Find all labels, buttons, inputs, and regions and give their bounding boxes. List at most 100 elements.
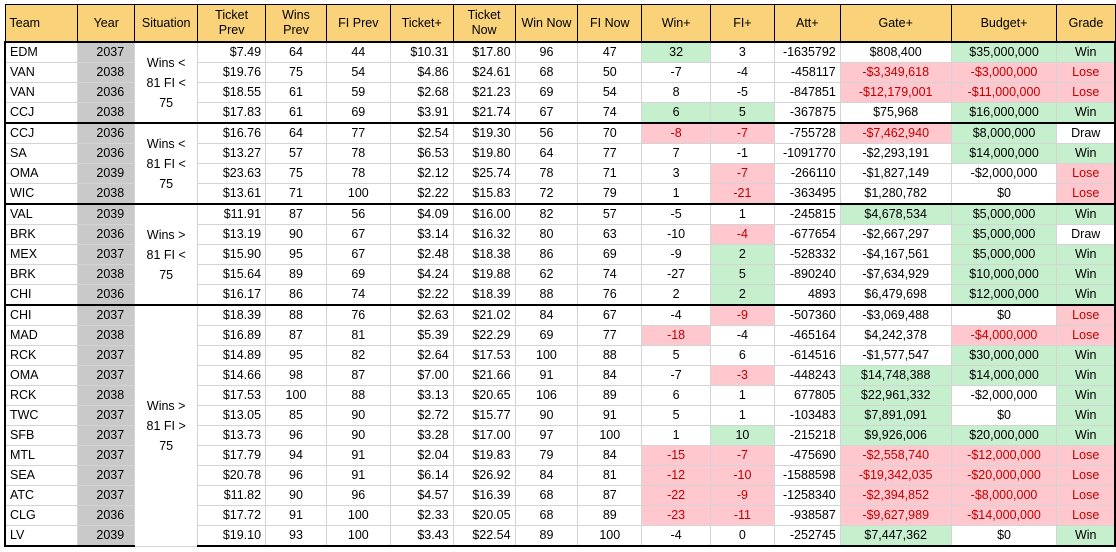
ticket-plus-cell[interactable]: $6.53 <box>389 143 454 164</box>
budget-plus-cell[interactable]: -$12,000,000 <box>950 445 1058 466</box>
fi-prev-cell[interactable]: 44 <box>325 41 391 63</box>
fi-prev-cell[interactable]: 91 <box>325 445 391 466</box>
ticket-now-cell[interactable]: $18.39 <box>452 284 516 306</box>
year-cell[interactable]: 2038 <box>77 325 136 346</box>
team-cell[interactable]: CCJ <box>4 122 79 144</box>
ticket-now-cell[interactable]: $21.66 <box>452 365 516 386</box>
wins-prev-cell[interactable]: 57 <box>265 143 327 164</box>
ticket-prev-cell[interactable]: $13.19 <box>197 224 267 245</box>
win-plus-cell[interactable]: -5 <box>641 203 712 225</box>
grade-cell[interactable]: Win <box>1056 425 1116 446</box>
fi-plus-cell[interactable]: 5 <box>710 264 775 285</box>
fi-now-cell[interactable]: 100 <box>577 425 643 446</box>
ticket-plus-cell[interactable]: $7.00 <box>389 365 454 386</box>
win-plus-cell[interactable]: 5 <box>641 405 712 426</box>
team-cell[interactable]: MAD <box>4 325 79 346</box>
fi-plus-cell[interactable]: -3 <box>710 365 775 386</box>
win-now-cell[interactable]: 90 <box>514 405 579 426</box>
team-cell[interactable]: VAN <box>4 62 79 83</box>
fi-plus-cell[interactable]: -4 <box>710 62 775 83</box>
ticket-prev-cell[interactable]: $16.89 <box>197 325 267 346</box>
fi-plus-cell[interactable]: 1 <box>710 203 775 225</box>
fi-now-cell[interactable]: 47 <box>577 41 643 63</box>
att-plus-cell[interactable]: -367875 <box>773 102 841 124</box>
grade-cell[interactable]: Win <box>1056 102 1116 124</box>
ticket-prev-cell[interactable]: $13.61 <box>197 183 267 205</box>
att-plus-cell[interactable]: -938587 <box>773 505 841 526</box>
grade-cell[interactable]: Win <box>1056 41 1116 63</box>
wins-prev-cell[interactable]: 95 <box>265 244 327 265</box>
ticket-prev-cell[interactable]: $20.78 <box>197 465 267 486</box>
year-cell[interactable]: 2039 <box>77 525 136 547</box>
ticket-plus-cell[interactable]: $2.72 <box>389 405 454 426</box>
ticket-plus-cell[interactable]: $2.63 <box>389 304 454 326</box>
wins-prev-cell[interactable]: 93 <box>265 525 327 547</box>
ticket-prev-cell[interactable]: $17.53 <box>197 385 267 406</box>
year-cell[interactable]: 2038 <box>77 62 136 83</box>
year-cell[interactable]: 2038 <box>77 102 136 124</box>
gate-plus-cell[interactable]: $75,968 <box>839 102 952 124</box>
win-plus-cell[interactable]: -4 <box>641 525 712 547</box>
ticket-prev-cell[interactable]: $18.55 <box>197 82 267 103</box>
header-win-now[interactable]: Win Now <box>514 4 579 43</box>
fi-now-cell[interactable]: 69 <box>577 244 643 265</box>
win-plus-cell[interactable]: -15 <box>641 445 712 466</box>
wins-prev-cell[interactable]: 96 <box>265 465 327 486</box>
fi-now-cell[interactable]: 84 <box>577 365 643 386</box>
header-fi-prev[interactable]: FI Prev <box>325 4 391 43</box>
year-cell[interactable]: 2039 <box>77 203 136 225</box>
win-plus-cell[interactable]: -22 <box>641 485 712 506</box>
ticket-prev-cell[interactable]: $14.66 <box>197 365 267 386</box>
fi-plus-cell[interactable]: 3 <box>710 41 775 63</box>
header-wins-prev[interactable]: Wins Prev <box>265 4 327 43</box>
fi-plus-cell[interactable]: -5 <box>710 82 775 103</box>
ticket-prev-cell[interactable]: $19.10 <box>197 525 267 547</box>
att-plus-cell[interactable]: 4893 <box>773 284 841 306</box>
gate-plus-cell[interactable]: $9,926,006 <box>839 425 952 446</box>
fi-now-cell[interactable]: 77 <box>577 143 643 164</box>
wins-prev-cell[interactable]: 90 <box>265 485 327 506</box>
win-now-cell[interactable]: 67 <box>514 102 579 124</box>
team-cell[interactable]: CHI <box>4 284 79 306</box>
grade-cell[interactable]: Win <box>1056 525 1116 547</box>
wins-prev-cell[interactable]: 87 <box>265 325 327 346</box>
grade-cell[interactable]: Lose <box>1056 163 1116 184</box>
team-cell[interactable]: WIC <box>4 183 79 205</box>
fi-now-cell[interactable]: 77 <box>577 325 643 346</box>
gate-plus-cell[interactable]: -$2,667,297 <box>839 224 952 245</box>
ticket-prev-cell[interactable]: $17.72 <box>197 505 267 526</box>
header-budget-plus[interactable]: Budget+ <box>950 4 1058 43</box>
win-now-cell[interactable]: 79 <box>514 445 579 466</box>
wins-prev-cell[interactable]: 96 <box>265 425 327 446</box>
grade-cell[interactable]: Win <box>1056 284 1116 306</box>
win-now-cell[interactable]: 96 <box>514 41 579 63</box>
grade-cell[interactable]: Lose <box>1056 304 1116 326</box>
year-cell[interactable]: 2036 <box>77 143 136 164</box>
header-fi-plus[interactable]: FI+ <box>710 4 775 43</box>
ticket-plus-cell[interactable]: $2.22 <box>389 284 454 306</box>
budget-plus-cell[interactable]: $0 <box>950 304 1058 326</box>
att-plus-cell[interactable]: -507360 <box>773 304 841 326</box>
ticket-now-cell[interactable]: $22.54 <box>452 525 516 547</box>
att-plus-cell[interactable]: -266110 <box>773 163 841 184</box>
header-team[interactable]: Team <box>4 4 79 43</box>
gate-plus-cell[interactable]: $7,447,362 <box>839 525 952 547</box>
ticket-plus-cell[interactable]: $2.68 <box>389 82 454 103</box>
budget-plus-cell[interactable]: $10,000,000 <box>950 264 1058 285</box>
team-cell[interactable]: ATC <box>4 485 79 506</box>
budget-plus-cell[interactable]: $5,000,000 <box>950 244 1058 265</box>
gate-plus-cell[interactable]: $808,400 <box>839 41 952 63</box>
win-now-cell[interactable]: 68 <box>514 505 579 526</box>
win-now-cell[interactable]: 72 <box>514 183 579 205</box>
year-cell[interactable]: 2038 <box>77 183 136 205</box>
fi-now-cell[interactable]: 57 <box>577 203 643 225</box>
team-cell[interactable]: LV <box>4 525 79 547</box>
budget-plus-cell[interactable]: $0 <box>950 183 1058 205</box>
ticket-now-cell[interactable]: $20.65 <box>452 385 516 406</box>
fi-plus-cell[interactable]: -10 <box>710 465 775 486</box>
win-now-cell[interactable]: 68 <box>514 62 579 83</box>
ticket-now-cell[interactable]: $18.38 <box>452 244 516 265</box>
gate-plus-cell[interactable]: -$9,627,989 <box>839 505 952 526</box>
fi-plus-cell[interactable]: -9 <box>710 485 775 506</box>
att-plus-cell[interactable]: -1091770 <box>773 143 841 164</box>
